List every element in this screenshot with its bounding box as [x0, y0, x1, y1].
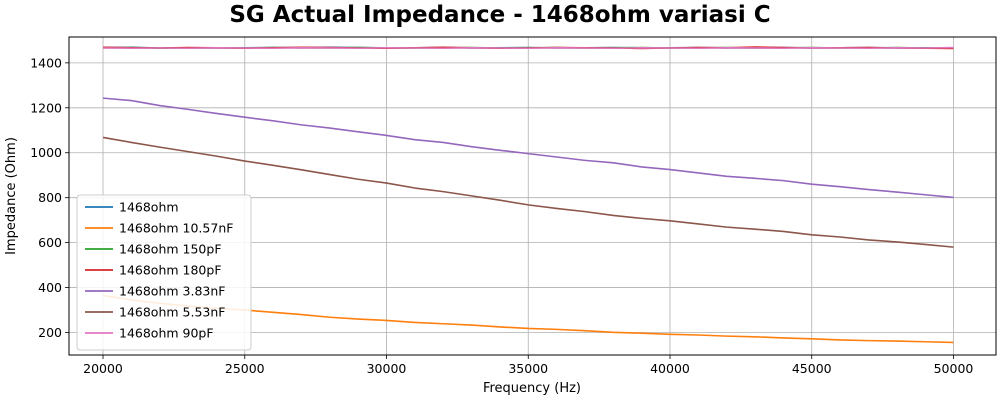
legend-box — [76, 194, 252, 351]
series-line-6 — [103, 46, 954, 50]
legend-label: 1468ohm 3.83nF — [119, 284, 225, 299]
y-axis-ticks: 200 400 600 800 1000 1200 1400 — [30, 55, 69, 340]
legend-label: 1468ohm 5.53nF — [119, 305, 225, 320]
x-tick-label: 25000 — [225, 361, 265, 376]
y-tick-label: 600 — [38, 235, 62, 250]
y-tick-label: 800 — [38, 190, 62, 205]
y-tick-label: 200 — [38, 325, 62, 340]
x-tick-label: 35000 — [508, 361, 548, 376]
series-line-4 — [102, 97, 954, 199]
x-tick-label: 30000 — [367, 361, 407, 376]
y-tick-label: 1200 — [30, 100, 62, 115]
legend-label: 1468ohm 150pF — [119, 242, 222, 257]
x-tick-label: 50000 — [934, 361, 974, 376]
x-axis-ticks: 20000 25000 30000 35000 40000 45000 50000 — [83, 355, 973, 376]
legend: 1468ohm 1468ohm 10.57nF 1468ohm 150pF 1468o… — [76, 194, 252, 351]
x-tick-label: 45000 — [792, 361, 832, 376]
x-axis-label: Frequency (Hz) — [483, 381, 581, 396]
y-tick-label: 1000 — [30, 145, 62, 160]
y-tick-label: 400 — [38, 280, 62, 295]
legend-label: 1468ohm 10.57nF — [119, 221, 233, 236]
legend-label: 1468ohm — [119, 200, 179, 215]
legend-label: 1468ohm 180pF — [119, 263, 222, 278]
series-line-5 — [102, 136, 954, 248]
chart-title: SG Actual Impedance - 1468ohm variasi C — [229, 2, 771, 28]
y-tick-label: 1400 — [30, 55, 62, 70]
y-axis-label: Impedance (Ohm) — [4, 137, 19, 255]
plot-frame — [68, 36, 997, 356]
legend-label: 1468ohm 90pF — [119, 326, 214, 341]
x-tick-label: 20000 — [83, 361, 123, 376]
x-tick-label: 40000 — [650, 361, 690, 376]
